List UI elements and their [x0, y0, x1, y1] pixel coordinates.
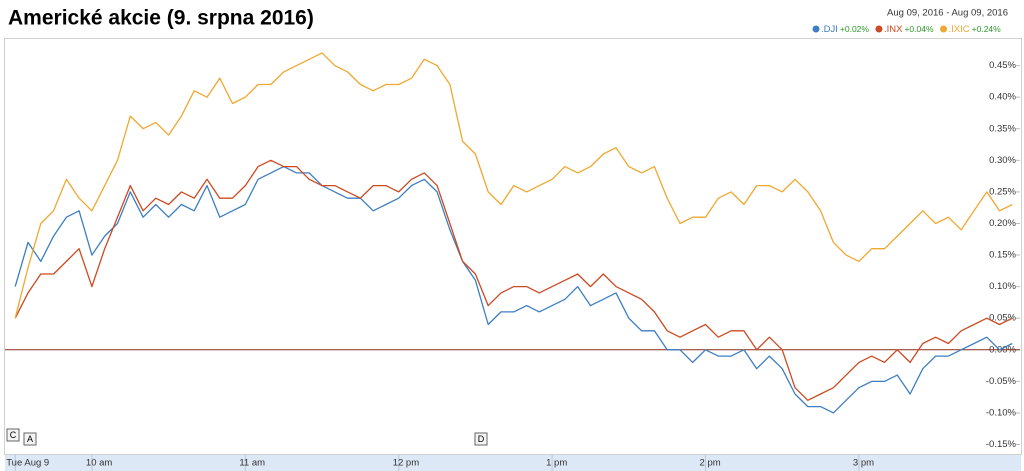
legend-dot	[812, 25, 820, 33]
x-tick-label: 3 pm	[853, 458, 874, 469]
legend-name: .DJI	[821, 24, 838, 35]
legend-dot	[875, 25, 883, 33]
x-tick-label: 2 pm	[700, 458, 721, 469]
series-line	[14, 159, 1013, 401]
legend-change: +0.04%	[904, 24, 934, 34]
flag-label: D	[478, 434, 485, 444]
y-tick-label: 0.35%	[989, 123, 1016, 134]
legend: .DJI +0.02% .INX +0.04% .IXIC +0.24%	[812, 24, 1002, 35]
y-tick-label: 0.25%	[989, 186, 1016, 197]
legend-dot	[940, 25, 948, 33]
date-range: Aug 09, 2016 - Aug 09, 2016	[887, 8, 1008, 19]
y-tick-label: 0.15%	[989, 250, 1016, 261]
y-tick-label: -0.15%	[986, 439, 1017, 450]
flag-box	[474, 432, 488, 446]
y-tick-label: 0.10%	[989, 281, 1016, 292]
series-line	[14, 52, 1013, 319]
legend-name: .INX	[884, 24, 903, 35]
series-line	[14, 165, 1013, 414]
y-tick-label: 0.40%	[989, 92, 1016, 103]
x-axis-band	[5, 455, 1021, 471]
y-tick-label: -0.05%	[986, 376, 1017, 387]
y-tick-label: 0.05%	[989, 313, 1016, 324]
legend-name: .IXIC	[949, 24, 970, 35]
y-tick-label: 0.30%	[989, 155, 1016, 166]
x-tick-label: 10 am	[86, 458, 112, 469]
flag-label: C	[10, 430, 17, 440]
flag-box	[23, 432, 37, 446]
flag-label: A	[27, 434, 33, 444]
x-tick-label: 11 am	[239, 458, 265, 469]
x-tick-label: Tue Aug 9	[6, 458, 49, 469]
flag-box	[6, 428, 20, 442]
y-tick-label: -0.10%	[986, 407, 1017, 418]
plot-border	[4, 38, 1022, 455]
x-tick-label: 12 pm	[393, 458, 419, 469]
legend-change: +0.24%	[972, 24, 1002, 34]
legend-change: +0.02%	[840, 24, 870, 34]
x-tick-label: 1 pm	[546, 458, 567, 469]
y-tick-label: 0.20%	[989, 218, 1016, 229]
y-tick-label: 0.45%	[989, 60, 1016, 71]
chart-title: Americké akcie (9. srpna 2016)	[8, 7, 314, 30]
